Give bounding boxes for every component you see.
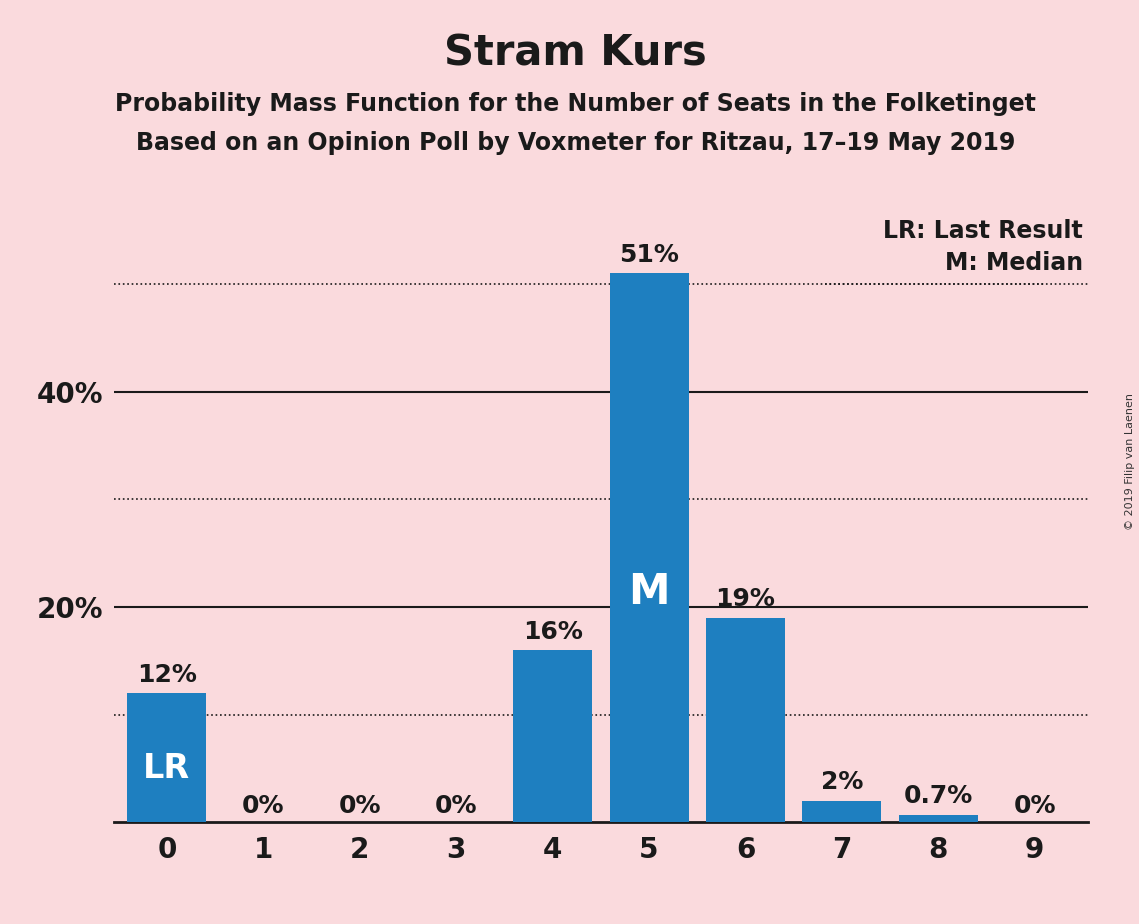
Text: 0%: 0% xyxy=(1014,794,1056,818)
Text: 0%: 0% xyxy=(338,794,382,818)
Bar xyxy=(899,815,977,822)
Text: 16%: 16% xyxy=(523,620,582,644)
Text: 0%: 0% xyxy=(243,794,285,818)
Text: 2%: 2% xyxy=(821,771,863,795)
Text: LR: Last Result: LR: Last Result xyxy=(883,219,1083,243)
Text: 0%: 0% xyxy=(435,794,477,818)
Bar xyxy=(802,801,882,822)
Text: 19%: 19% xyxy=(715,588,776,612)
Text: 51%: 51% xyxy=(620,243,679,267)
Text: M: M xyxy=(629,571,670,613)
Bar xyxy=(609,274,689,822)
Text: LR: LR xyxy=(144,751,190,784)
Text: 0.7%: 0.7% xyxy=(903,784,973,808)
Text: Based on an Opinion Poll by Voxmeter for Ritzau, 17–19 May 2019: Based on an Opinion Poll by Voxmeter for… xyxy=(136,131,1015,155)
Text: © 2019 Filip van Laenen: © 2019 Filip van Laenen xyxy=(1125,394,1134,530)
Bar xyxy=(513,650,592,822)
Text: 12%: 12% xyxy=(137,663,197,687)
Text: Probability Mass Function for the Number of Seats in the Folketinget: Probability Mass Function for the Number… xyxy=(115,92,1035,116)
Bar xyxy=(128,693,206,822)
Text: M: Median: M: Median xyxy=(944,250,1083,274)
Bar xyxy=(706,618,785,822)
Text: Stram Kurs: Stram Kurs xyxy=(444,32,706,74)
